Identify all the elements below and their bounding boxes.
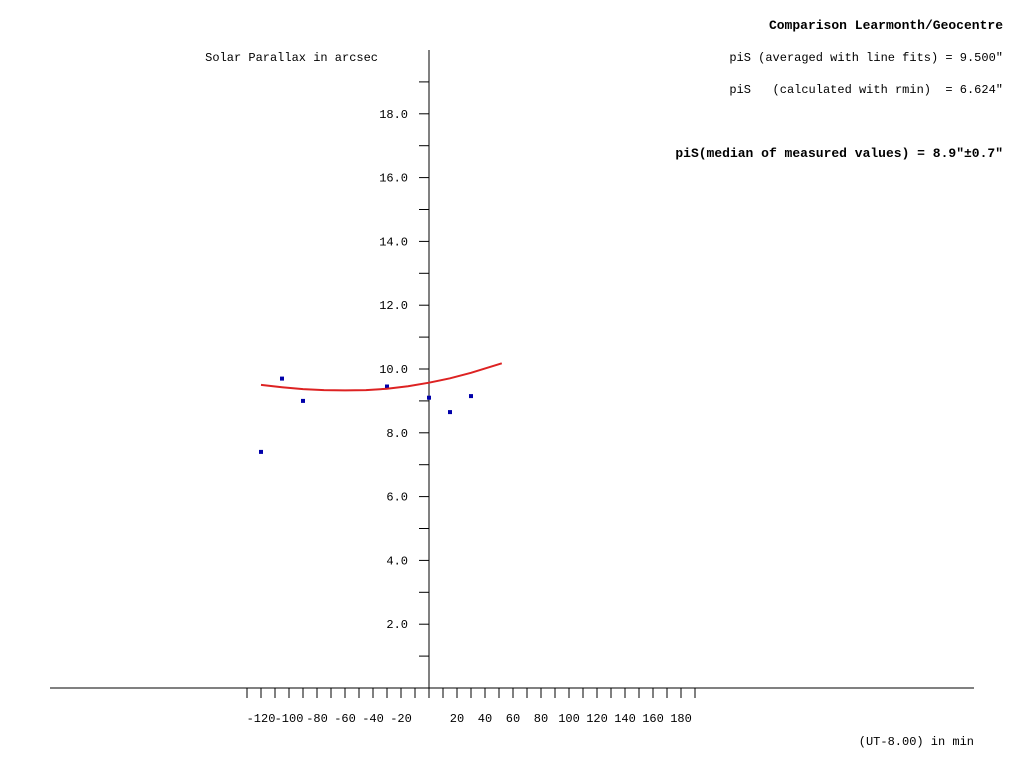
data-point: [301, 398, 305, 403]
ticks: -120 -100 -80 -60 -40 -20 20 40 60 80 100 120 140 160…: [246, 81, 696, 726]
x-tick-label: -40: [362, 712, 384, 726]
x-tick-label: 180: [670, 712, 692, 726]
data-point: [427, 395, 431, 400]
x-tick-label: -60: [334, 712, 356, 726]
y-tick-label: 18.0: [379, 108, 408, 122]
data-point: [280, 376, 284, 381]
x-tick-label: 40: [478, 712, 492, 726]
x-axis-label: (UT-8.00) in min: [859, 735, 974, 749]
x-tick-label: -120: [247, 712, 276, 726]
data-point: [259, 449, 263, 454]
data-point: [448, 410, 452, 415]
x-tick-label: -80: [306, 712, 328, 726]
data-point: [469, 394, 473, 399]
y-axis-label: Solar Parallax in arcsec: [205, 51, 378, 65]
y-tick-label: 6.0: [386, 491, 408, 505]
y-tick-label: 14.0: [379, 235, 408, 249]
y-tick-label: 16.0: [379, 172, 408, 186]
y-tick-label: 8.0: [386, 427, 408, 441]
x-tick-label: 80: [534, 712, 548, 726]
y-tick-label: 2.0: [386, 618, 408, 632]
x-tick-label: -20: [390, 712, 412, 726]
x-tick-label: 160: [642, 712, 664, 726]
chart-title: Comparison Learmonth/Geocentre: [769, 18, 1003, 33]
x-tick-label: 60: [506, 712, 520, 726]
fit-curve: [260, 362, 503, 392]
x-tick-label: 140: [614, 712, 636, 726]
y-tick-label: 12.0: [379, 299, 408, 313]
x-tick-label: -100: [275, 712, 304, 726]
x-tick-label: 20: [450, 712, 464, 726]
median-value: piS(median of measured values) = 8.9"±0.…: [675, 146, 1003, 161]
data-point: [385, 384, 389, 389]
line-fit-value: piS (averaged with line fits) = 9.500": [729, 51, 1003, 65]
x-tick-label: 100: [558, 712, 580, 726]
x-tick-label: 120: [586, 712, 608, 726]
y-tick-label: 4.0: [386, 554, 408, 568]
rmin-value: piS (calculated with rmin) = 6.624": [729, 83, 1003, 97]
y-tick-label: 10.0: [379, 363, 408, 377]
series-layer: [259, 362, 503, 454]
